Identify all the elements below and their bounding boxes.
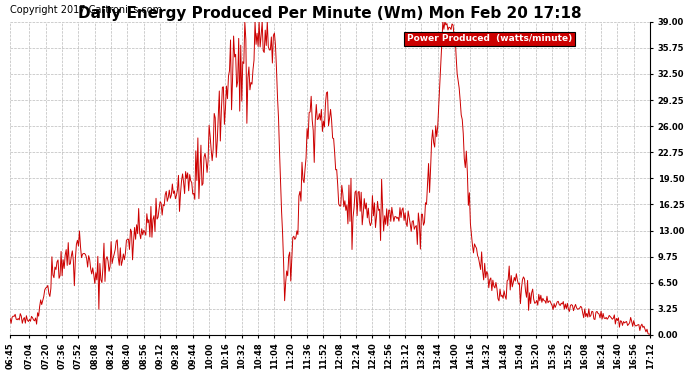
Text: Power Produced  (watts/minute): Power Produced (watts/minute): [407, 34, 572, 43]
Text: Copyright 2017 Cartronics.com: Copyright 2017 Cartronics.com: [10, 6, 162, 15]
Title: Daily Energy Produced Per Minute (Wm) Mon Feb 20 17:18: Daily Energy Produced Per Minute (Wm) Mo…: [78, 6, 582, 21]
